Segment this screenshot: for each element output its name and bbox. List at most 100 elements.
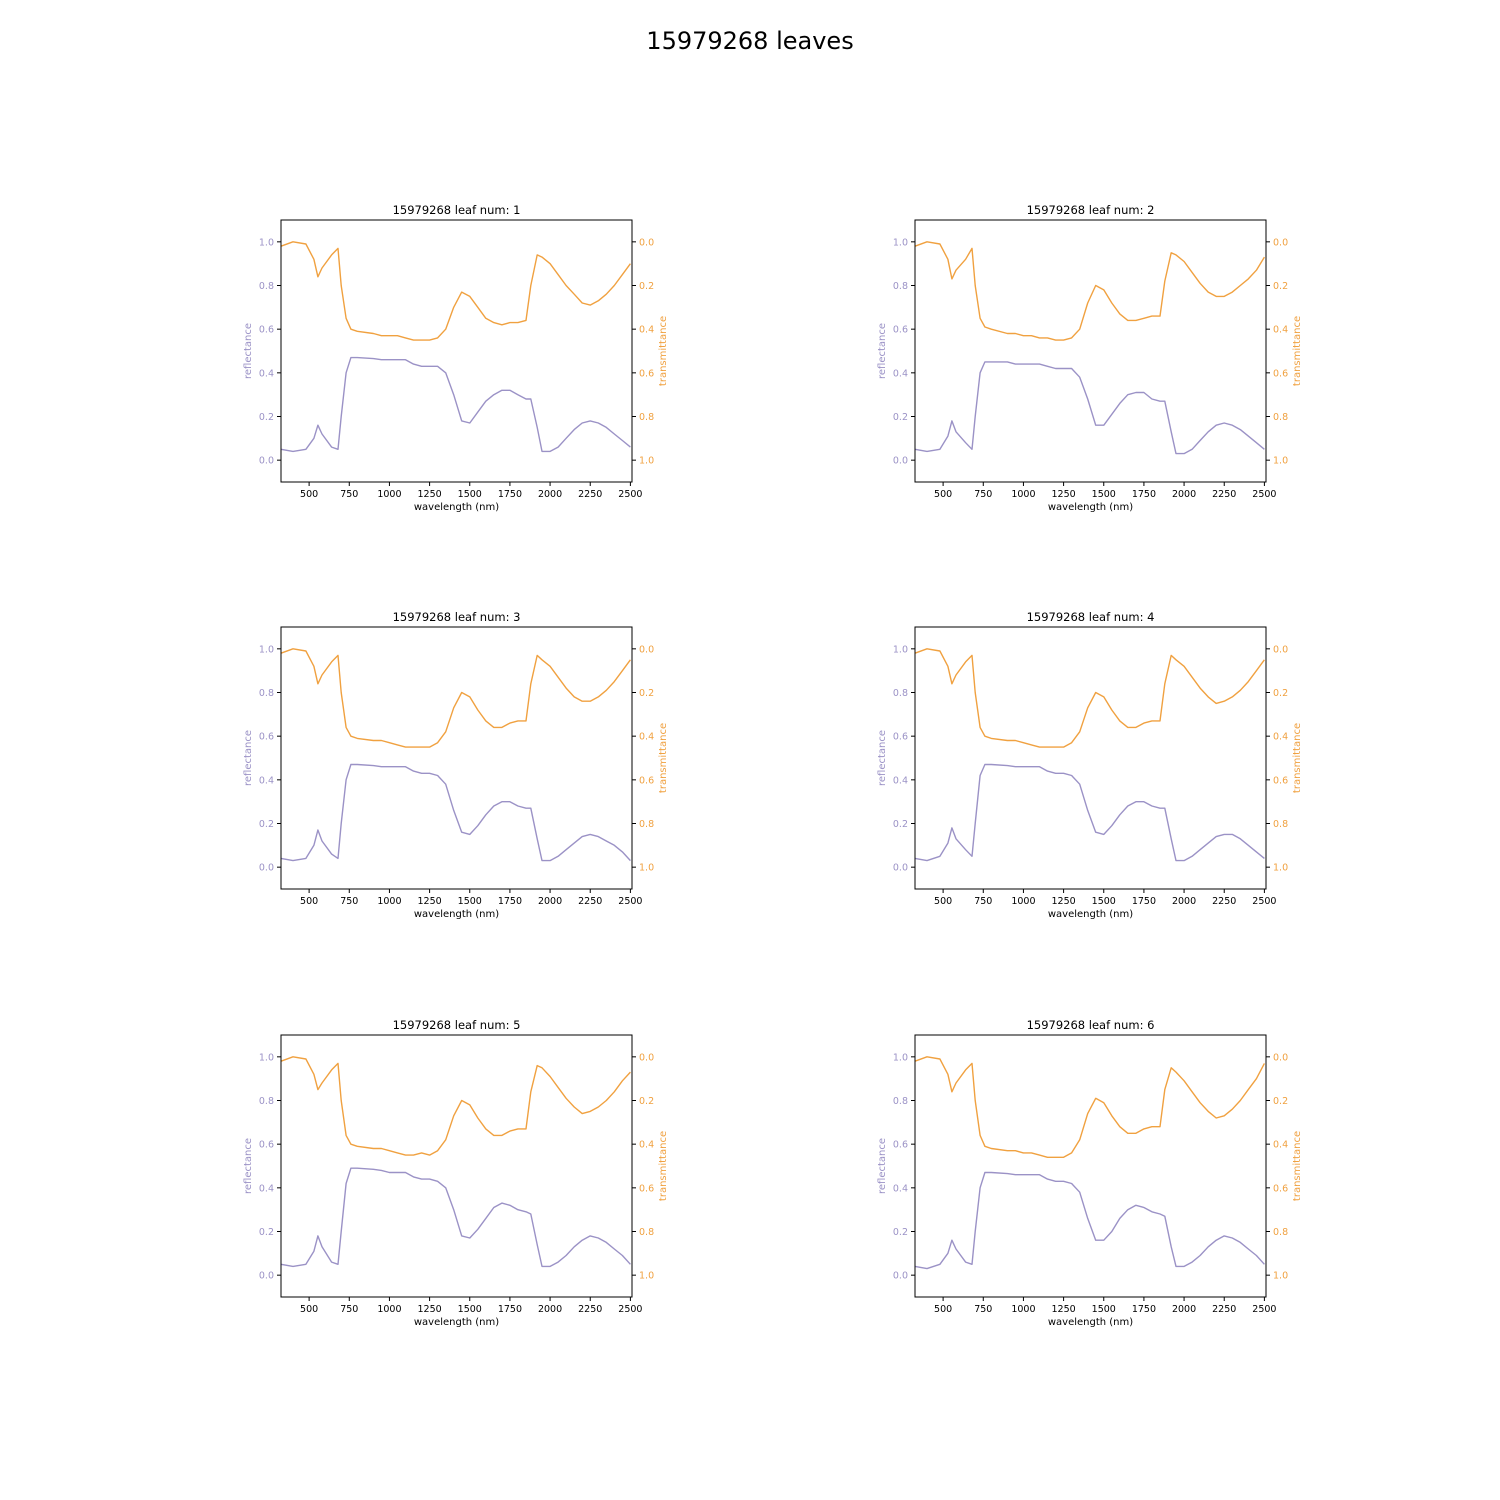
y-right-axis-label: transmittance <box>1292 723 1303 793</box>
y-right-axis-label: transmittance <box>658 723 669 793</box>
x-tick-label: 2500 <box>1252 489 1276 500</box>
x-tick-label: 750 <box>974 896 992 907</box>
y-left-axis-label: reflectance <box>243 1138 254 1194</box>
x-tick-label: 1750 <box>498 1304 522 1315</box>
x-tick-label: 1250 <box>1051 1304 1075 1315</box>
y-left-tick-label: 0.6 <box>259 325 274 336</box>
x-tick-label: 1250 <box>1051 896 1075 907</box>
y-right-tick-label: 0.6 <box>1273 775 1288 786</box>
y-left-tick-label: 0.8 <box>259 281 274 292</box>
panel-6: 15979268 leaf num: 6 500 750 1000 1250 1500 17… <box>877 1018 1303 1328</box>
y-right-tick-label: 1.0 <box>639 863 654 874</box>
y-right-tick-label: 1.0 <box>639 1271 654 1282</box>
x-tick-label: 1000 <box>1011 489 1035 500</box>
panel-title: 15979268 leaf num: 6 <box>1027 1018 1155 1032</box>
y-right-tick-label: 0.0 <box>639 237 654 248</box>
transmittance-line <box>914 648 1265 748</box>
transmittance-line <box>914 241 1265 341</box>
panel-3: 15979268 leaf num: 3 500 750 1000 1250 1500 17… <box>243 610 669 920</box>
y-right-tick-label: 0.4 <box>1273 732 1288 743</box>
x-tick-label: 2000 <box>538 1304 562 1315</box>
y-left-tick-label: 0.8 <box>893 281 908 292</box>
x-tick-label: 1750 <box>498 489 522 500</box>
figure-title: 15979268 leaves <box>646 27 853 55</box>
x-axis-label: wavelength (nm) <box>1048 909 1133 920</box>
x-tick-label: 750 <box>340 489 358 500</box>
plot-frame <box>280 626 633 890</box>
y-left-tick-label: 0.6 <box>893 325 908 336</box>
x-tick-label: 1750 <box>1132 1304 1156 1315</box>
y-left-tick-label: 0.6 <box>259 732 274 743</box>
y-left-tick-label: 1.0 <box>259 237 274 248</box>
reflectance-line <box>914 361 1265 455</box>
reflectance-line <box>914 763 1265 862</box>
y-left-tick-label: 1.0 <box>259 1052 274 1063</box>
y-left-tick-label: 1.0 <box>259 644 274 655</box>
x-tick-label: 2000 <box>1172 489 1196 500</box>
reflectance-line <box>280 1167 631 1268</box>
reflectance-line <box>914 1171 1265 1270</box>
x-tick-label: 1250 <box>417 1304 441 1315</box>
x-tick-label: 2500 <box>618 896 642 907</box>
y-right-axis-label: transmittance <box>1292 316 1303 386</box>
panel-4: 15979268 leaf num: 4 500 750 1000 1250 1500 17… <box>877 610 1303 920</box>
y-right-tick-label: 0.0 <box>639 644 654 655</box>
y-right-tick-label: 0.2 <box>639 688 654 699</box>
y-right-tick-label: 0.2 <box>639 1096 654 1107</box>
x-tick-label: 2500 <box>618 489 642 500</box>
y-left-tick-label: 0.2 <box>259 819 274 830</box>
plot-frame <box>280 219 633 483</box>
y-right-tick-label: 0.6 <box>1273 1183 1288 1194</box>
x-tick-label: 1750 <box>1132 489 1156 500</box>
y-left-tick-label: 1.0 <box>893 1052 908 1063</box>
y-left-axis-label: reflectance <box>877 730 888 786</box>
x-tick-label: 1500 <box>1092 489 1116 500</box>
x-tick-label: 2250 <box>578 896 602 907</box>
plot-frame <box>914 219 1267 483</box>
transmittance-line <box>280 648 631 748</box>
y-right-axis-label: transmittance <box>658 316 669 386</box>
y-right-tick-label: 0.0 <box>639 1052 654 1063</box>
y-right-tick-label: 0.2 <box>1273 1096 1288 1107</box>
reflectance-line <box>280 356 631 453</box>
panel-title: 15979268 leaf num: 2 <box>1027 203 1155 217</box>
y-right-tick-label: 0.8 <box>639 412 654 423</box>
x-tick-label: 1000 <box>1011 896 1035 907</box>
y-left-tick-label: 0.8 <box>893 1096 908 1107</box>
y-left-tick-label: 0.2 <box>893 412 908 423</box>
y-right-tick-label: 0.0 <box>1273 1052 1288 1063</box>
transmittance-line <box>280 1056 631 1156</box>
plot-frame <box>914 1034 1267 1298</box>
y-right-tick-label: 0.8 <box>1273 1227 1288 1238</box>
y-right-tick-label: 0.2 <box>639 281 654 292</box>
y-right-tick-label: 1.0 <box>1273 1271 1288 1282</box>
y-left-tick-label: 1.0 <box>893 237 908 248</box>
y-right-tick-label: 0.4 <box>639 1140 654 1151</box>
y-left-tick-label: 0.8 <box>259 688 274 699</box>
x-axis-label: wavelength (nm) <box>414 1317 499 1328</box>
y-right-tick-label: 0.6 <box>1273 368 1288 379</box>
x-axis-label: wavelength (nm) <box>1048 502 1133 513</box>
y-right-tick-label: 0.8 <box>639 819 654 830</box>
x-tick-label: 1750 <box>498 896 522 907</box>
x-tick-label: 1000 <box>377 896 401 907</box>
y-left-tick-label: 0.0 <box>893 1271 908 1282</box>
panels: 15979268 leaf num: 1 500 750 1000 1250 1500 17… <box>243 203 1303 1328</box>
y-left-tick-label: 0.2 <box>893 1227 908 1238</box>
y-left-tick-label: 0.4 <box>259 1183 274 1194</box>
x-tick-label: 1500 <box>1092 1304 1116 1315</box>
y-right-tick-label: 0.6 <box>639 775 654 786</box>
x-axis-label: wavelength (nm) <box>414 502 499 513</box>
y-left-axis-label: reflectance <box>877 1138 888 1194</box>
y-left-tick-label: 0.2 <box>893 819 908 830</box>
y-left-axis-label: reflectance <box>243 730 254 786</box>
reflectance-line <box>280 763 631 862</box>
x-tick-label: 500 <box>300 896 318 907</box>
x-tick-label: 2250 <box>1212 1304 1236 1315</box>
y-left-tick-label: 1.0 <box>893 644 908 655</box>
panel-title: 15979268 leaf num: 1 <box>393 203 521 217</box>
x-tick-label: 1000 <box>377 1304 401 1315</box>
x-tick-label: 2500 <box>618 1304 642 1315</box>
y-left-tick-label: 0.6 <box>893 1140 908 1151</box>
